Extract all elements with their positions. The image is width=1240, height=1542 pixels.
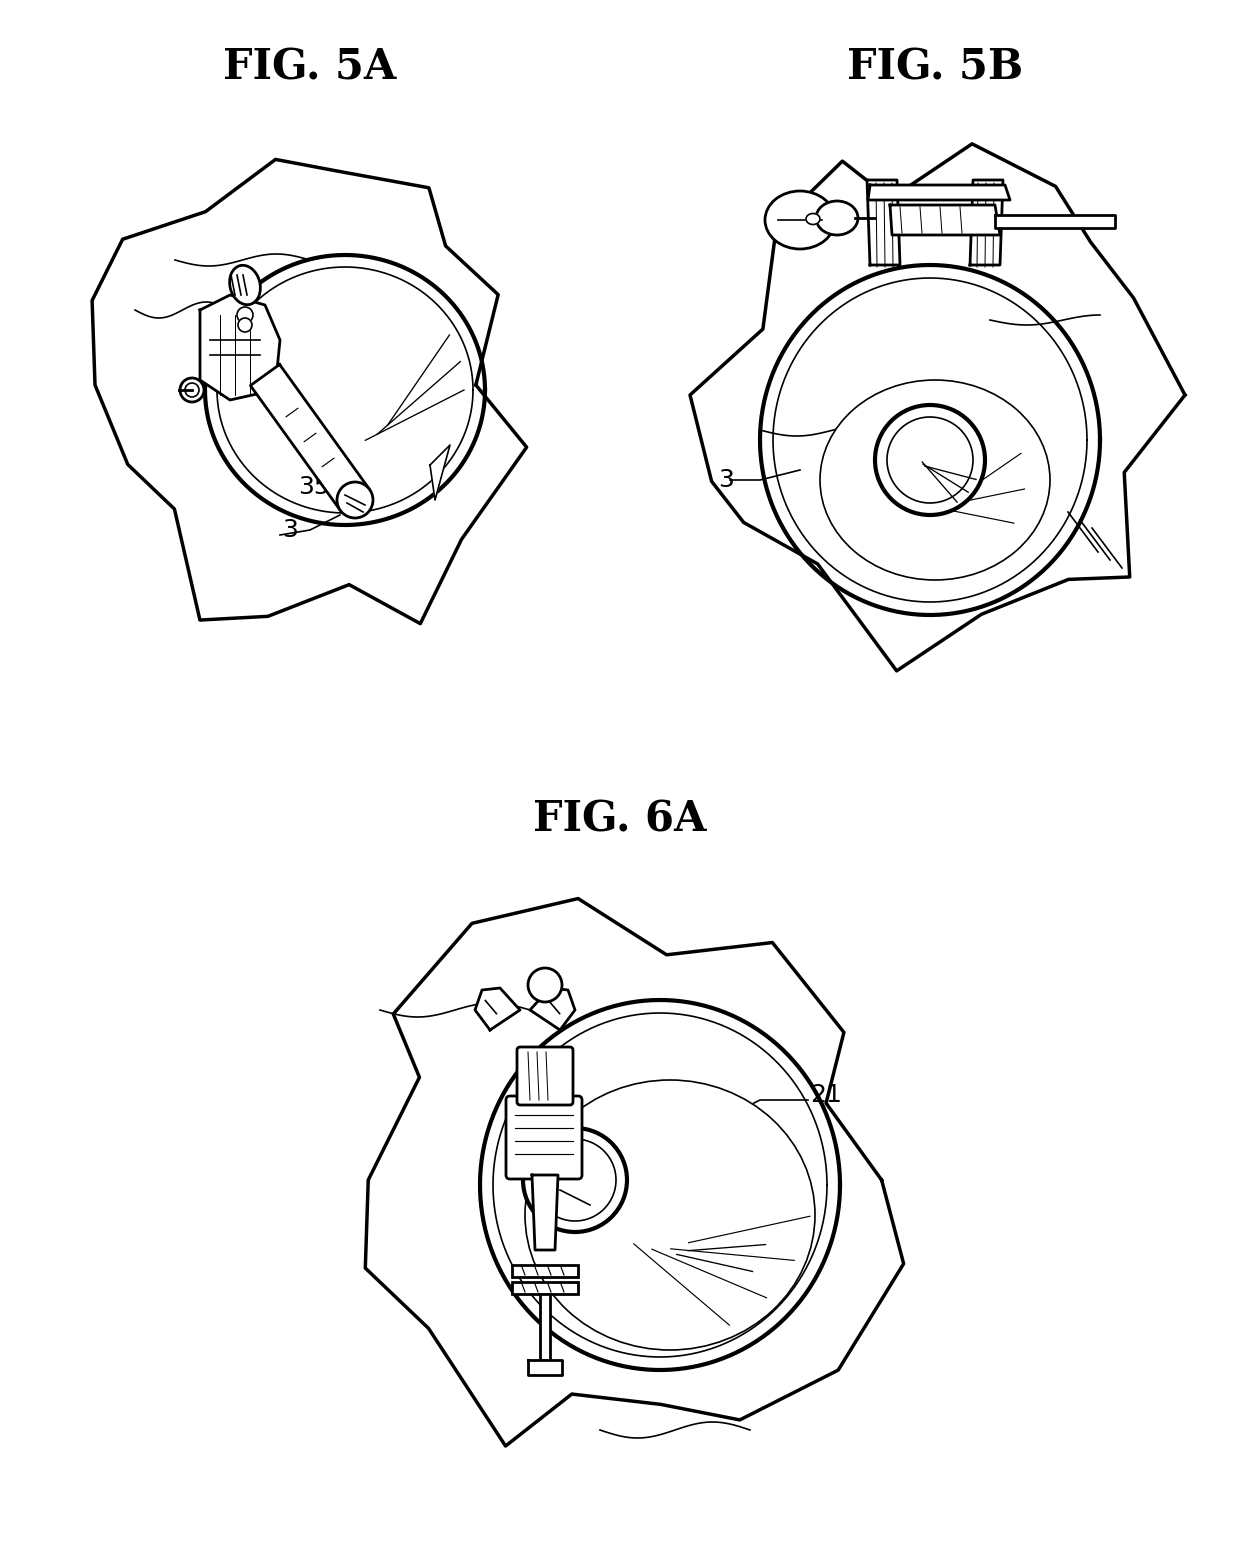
Polygon shape — [689, 143, 1185, 671]
Polygon shape — [539, 1294, 551, 1360]
Circle shape — [180, 378, 205, 402]
Circle shape — [523, 1129, 627, 1232]
Bar — [512, 1264, 578, 1277]
FancyBboxPatch shape — [517, 1047, 573, 1106]
Bar — [512, 1281, 578, 1294]
Polygon shape — [970, 180, 1003, 265]
Circle shape — [528, 968, 562, 1002]
Polygon shape — [475, 988, 520, 1030]
Polygon shape — [200, 295, 280, 399]
Polygon shape — [366, 899, 904, 1446]
Ellipse shape — [806, 213, 820, 225]
Polygon shape — [250, 364, 370, 510]
Text: FIG. 5A: FIG. 5A — [223, 46, 397, 89]
Polygon shape — [430, 446, 450, 500]
Circle shape — [238, 318, 252, 332]
Ellipse shape — [765, 191, 835, 248]
Polygon shape — [528, 1360, 562, 1375]
Ellipse shape — [525, 1079, 815, 1349]
Text: 3: 3 — [281, 518, 298, 541]
Ellipse shape — [229, 265, 260, 305]
Text: 21: 21 — [810, 1082, 842, 1107]
Polygon shape — [529, 988, 575, 1030]
Circle shape — [337, 483, 373, 518]
Polygon shape — [994, 214, 1115, 228]
Text: 35: 35 — [298, 475, 330, 500]
Text: 3: 3 — [718, 469, 734, 492]
Polygon shape — [890, 205, 999, 234]
Polygon shape — [532, 1175, 558, 1251]
Bar — [512, 1264, 578, 1277]
Circle shape — [237, 307, 253, 322]
Ellipse shape — [816, 200, 858, 234]
Ellipse shape — [820, 379, 1050, 580]
Polygon shape — [92, 159, 527, 623]
Bar — [512, 1281, 578, 1294]
Text: FIG. 5B: FIG. 5B — [847, 46, 1023, 89]
Text: FIG. 6A: FIG. 6A — [533, 799, 707, 840]
Polygon shape — [868, 185, 1011, 200]
Circle shape — [875, 406, 985, 515]
Polygon shape — [867, 180, 900, 265]
FancyBboxPatch shape — [506, 1096, 582, 1180]
